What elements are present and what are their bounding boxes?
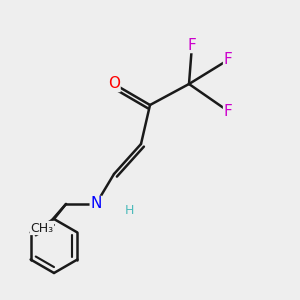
Text: F: F: [224, 52, 232, 68]
Text: F: F: [188, 38, 196, 52]
Text: F: F: [224, 103, 232, 118]
Text: O: O: [108, 76, 120, 92]
Text: N: N: [90, 196, 102, 211]
Text: CH₃: CH₃: [30, 221, 54, 235]
Text: H: H: [124, 203, 134, 217]
